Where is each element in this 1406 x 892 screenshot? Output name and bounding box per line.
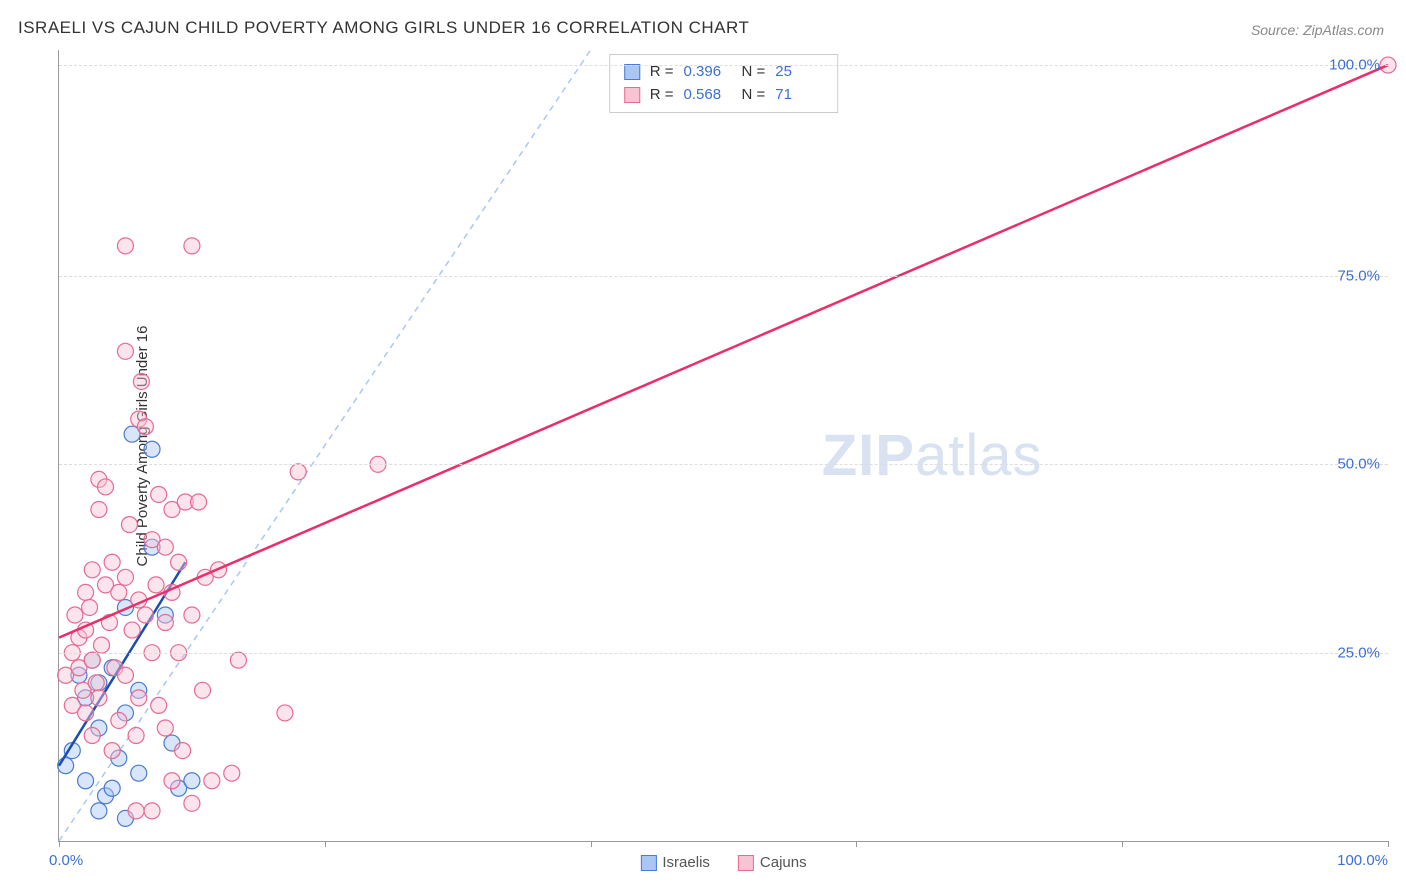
y-tick-25: 25.0% (1337, 644, 1380, 661)
gridline-50 (59, 464, 1388, 465)
legend-bottom: Israelis Cajuns (640, 854, 806, 871)
gridline-75 (59, 276, 1388, 277)
gridline-25 (59, 653, 1388, 654)
x-tick-0: 0.0% (49, 852, 83, 869)
x-tick-mark-20 (325, 841, 326, 847)
x-tick-mark-0 (59, 841, 60, 847)
x-tick-100: 100.0% (1337, 852, 1388, 869)
legend-item-israelis: Israelis (640, 854, 710, 871)
swatch-cajuns (624, 87, 640, 103)
gridline-103 (59, 65, 1388, 66)
chart-container: ISRAELI VS CAJUN CHILD POVERTY AMONG GIR… (0, 0, 1406, 892)
x-tick-mark-100 (1388, 841, 1389, 847)
x-tick-mark-80 (1122, 841, 1123, 847)
n-value-cajuns: 71 (775, 84, 823, 107)
swatch-israelis (624, 64, 640, 80)
y-tick-103: 100.0% (1329, 57, 1380, 74)
plot-svg (59, 50, 1388, 841)
plot-area: ZIPatlas R = 0.396 N = 25 R = 0.568 N = … (58, 50, 1388, 842)
legend-swatch-cajuns (738, 855, 754, 871)
stats-legend-box: R = 0.396 N = 25 R = 0.568 N = 71 (609, 54, 839, 113)
x-tick-mark-60 (856, 841, 857, 847)
legend-swatch-israelis (640, 855, 656, 871)
y-tick-50: 50.0% (1337, 456, 1380, 473)
source-attribution: Source: ZipAtlas.com (1251, 22, 1384, 38)
y-tick-75: 75.0% (1337, 268, 1380, 285)
stats-row-cajuns: R = 0.568 N = 71 (624, 84, 824, 107)
x-tick-mark-40 (591, 841, 592, 847)
r-value-cajuns: 0.568 (684, 84, 732, 107)
legend-item-cajuns: Cajuns (738, 854, 807, 871)
chart-title: ISRAELI VS CAJUN CHILD POVERTY AMONG GIR… (18, 18, 749, 38)
